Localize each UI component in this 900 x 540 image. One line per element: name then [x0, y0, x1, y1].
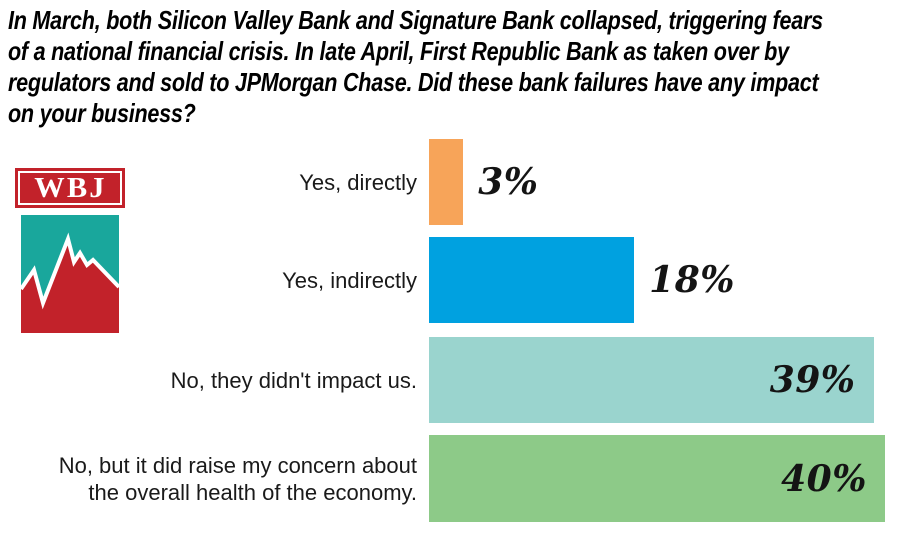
value-label: 3% [478, 161, 539, 203]
wbj-logo: WBJ [15, 168, 125, 333]
bar-area: 18% [429, 237, 900, 323]
value-label: 40% [781, 457, 867, 500]
wbj-logo-frame [18, 171, 122, 205]
bar-row-yes-indirectly: Yes, indirectly 18% [0, 237, 900, 323]
category-label: No, but it did raise my concern about th… [58, 452, 417, 505]
bar-yes-indirectly [429, 237, 635, 323]
bar-row-no-impact: No, they didn't impact us. 39% [0, 337, 900, 423]
bar-area: 39% [429, 337, 900, 423]
bar-no-impact: 39% [429, 337, 874, 423]
wbj-logo-text: WBJ [33, 171, 107, 204]
bar-no-but-concern: 40% [429, 435, 885, 522]
poll-question-headline: In March, both Silicon Valley Bank and S… [8, 5, 823, 128]
category-label: Yes, directly [299, 169, 417, 195]
bar-yes-directly [429, 139, 464, 225]
category-label: Yes, indirectly [282, 267, 417, 293]
bar-area: 3% [429, 139, 900, 225]
wbj-logo-masthead: WBJ [15, 168, 125, 208]
value-label: 39% [769, 359, 856, 401]
value-label: 18% [649, 259, 735, 301]
stock-chart-icon [21, 215, 119, 333]
category-label: No, they didn't impact us. [170, 367, 417, 393]
bar-row-yes-directly: Yes, directly 3% [0, 139, 900, 225]
bar-area: 40% [429, 435, 900, 522]
bar-row-no-but-concern: No, but it did raise my concern about th… [0, 435, 900, 522]
